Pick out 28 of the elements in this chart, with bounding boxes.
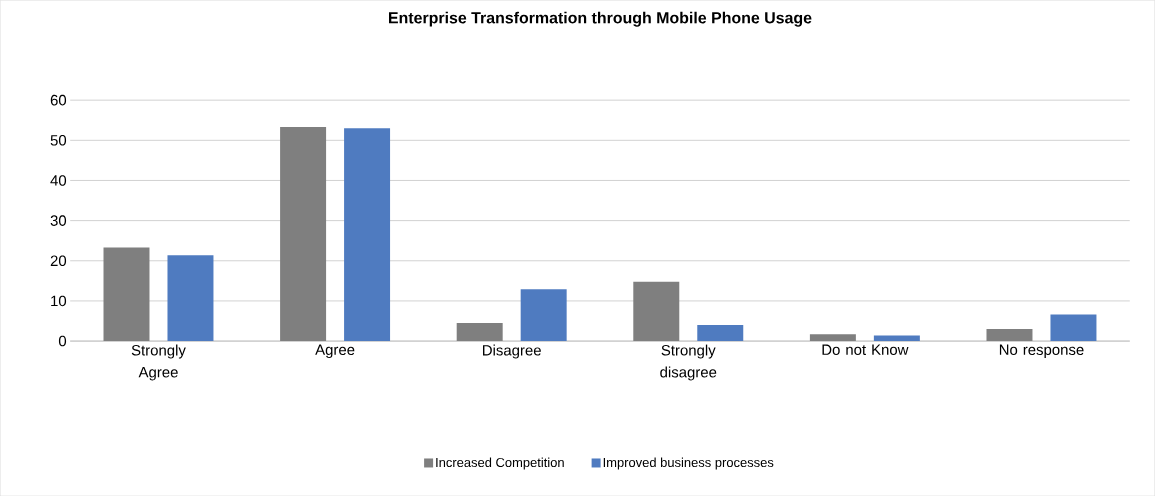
x-tick-label: Do not Know bbox=[822, 344, 909, 355]
y-tick-label: 30 bbox=[50, 215, 67, 226]
y-tick-label: 20 bbox=[50, 255, 67, 266]
y-tick-label: 60 bbox=[50, 94, 67, 106]
bar bbox=[280, 126, 327, 341]
legend-label: Improved business processes bbox=[603, 457, 774, 470]
bar bbox=[103, 247, 150, 341]
bar bbox=[344, 128, 391, 341]
x-tick-label: Disagree bbox=[483, 344, 541, 359]
legend-label: Increased Competition bbox=[436, 457, 564, 470]
bar bbox=[697, 324, 744, 341]
bar bbox=[520, 289, 567, 341]
x-tick-label: Agree bbox=[315, 344, 355, 358]
x-tick-label: Strongly disagree bbox=[660, 344, 717, 381]
y-tick-label: 40 bbox=[50, 175, 67, 186]
chart-title: Enterprise Transformation through Mobile Phone Usage bbox=[389, 11, 812, 27]
bar bbox=[873, 335, 920, 341]
y-tick-label: 0 bbox=[58, 335, 67, 347]
x-tick-label: Strongly Agree bbox=[131, 344, 186, 381]
y-tick-label: 50 bbox=[50, 134, 67, 146]
bar bbox=[456, 322, 503, 341]
y-tick-label: 10 bbox=[51, 295, 67, 307]
bar bbox=[809, 334, 856, 341]
bar bbox=[167, 255, 214, 341]
bar bbox=[986, 328, 1033, 341]
x-tick-label: No response bbox=[999, 344, 1084, 358]
bar bbox=[1050, 314, 1097, 341]
bar bbox=[633, 281, 680, 341]
